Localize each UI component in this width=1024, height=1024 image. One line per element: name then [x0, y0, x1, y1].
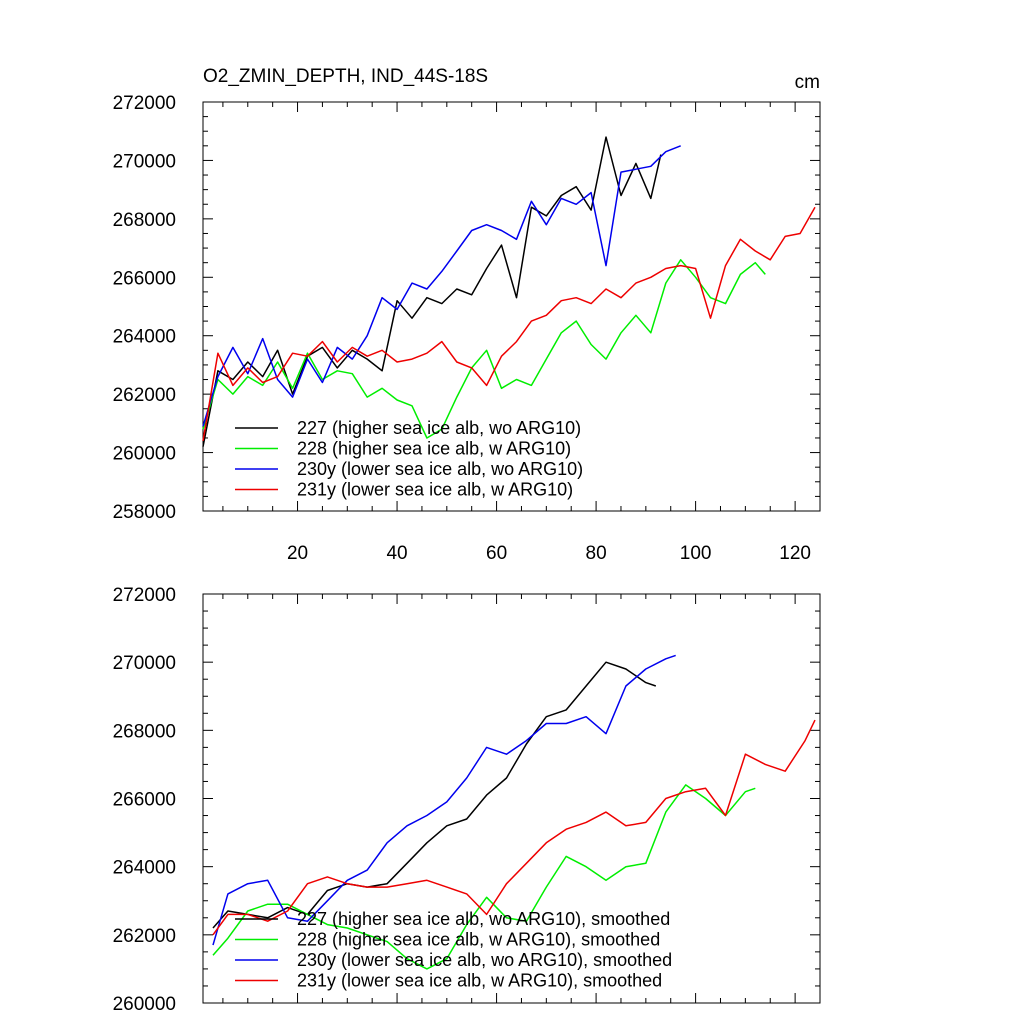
- legend-label: 230y (lower sea ice alb, wo ARG10): [297, 459, 583, 479]
- legend-label: 231y (lower sea ice alb, w ARG10): [297, 480, 573, 500]
- series-line-3: [212, 654, 676, 946]
- legend-label: 227 (higher sea ice alb, wo ARG10): [297, 418, 581, 438]
- x-tick-label: 40: [386, 543, 407, 564]
- chart-title: O2_ZMIN_DEPTH, IND_44S-18S: [203, 66, 488, 87]
- x-tick-label: 60: [486, 543, 507, 564]
- y-tick-label: 260000: [113, 994, 176, 1015]
- y-tick-label: 258000: [113, 502, 176, 523]
- series-line-2: [202, 259, 766, 439]
- units-label: cm: [795, 72, 820, 93]
- series-line-4: [212, 719, 816, 936]
- series-line-2: [212, 784, 756, 970]
- y-tick-label: 270000: [113, 151, 176, 172]
- x-tick-label: 80: [586, 543, 607, 564]
- y-tick-label: 268000: [113, 721, 176, 742]
- chart-panel-1: 258000 260000 262000 264000 266000 268000 2700…: [113, 66, 821, 564]
- legend-label: 230y (lower sea ice alb, wo ARG10), smoo…: [297, 950, 672, 970]
- y-tick-label: 272000: [113, 585, 176, 606]
- y-tick-label: 260000: [113, 444, 176, 465]
- y-tick-label: 264000: [113, 858, 176, 879]
- y-tick-label: 262000: [113, 385, 176, 406]
- legend-label: 231y (lower sea ice alb, w ARG10), smoot…: [297, 971, 662, 991]
- y-tick-label: 266000: [113, 268, 176, 289]
- legend-label: 227 (higher sea ice alb, wo ARG10), smoo…: [297, 909, 670, 929]
- y-tick-label: 270000: [113, 653, 176, 674]
- y-tick-label: 268000: [113, 210, 176, 231]
- series-line-3: [202, 145, 681, 427]
- series-line-1: [202, 136, 662, 447]
- series-line-4: [202, 206, 816, 442]
- x-tick-label: 100: [680, 543, 712, 564]
- legend-label: 228 (higher sea ice alb, w ARG10), smoot…: [297, 930, 660, 950]
- y-tick-label: 266000: [113, 790, 176, 811]
- y-tick-label: 262000: [113, 926, 176, 947]
- x-tick-label: 20: [287, 543, 308, 564]
- legend-label: 228 (higher sea ice alb, w ARG10): [297, 439, 571, 459]
- y-tick-label: 272000: [113, 93, 176, 114]
- x-tick-label: 120: [779, 543, 811, 564]
- y-tick-label: 264000: [113, 327, 176, 348]
- series-line-1: [212, 661, 657, 929]
- chart-panel-2: 260000 262000 264000 266000 268000 270000 2720…: [113, 585, 821, 1015]
